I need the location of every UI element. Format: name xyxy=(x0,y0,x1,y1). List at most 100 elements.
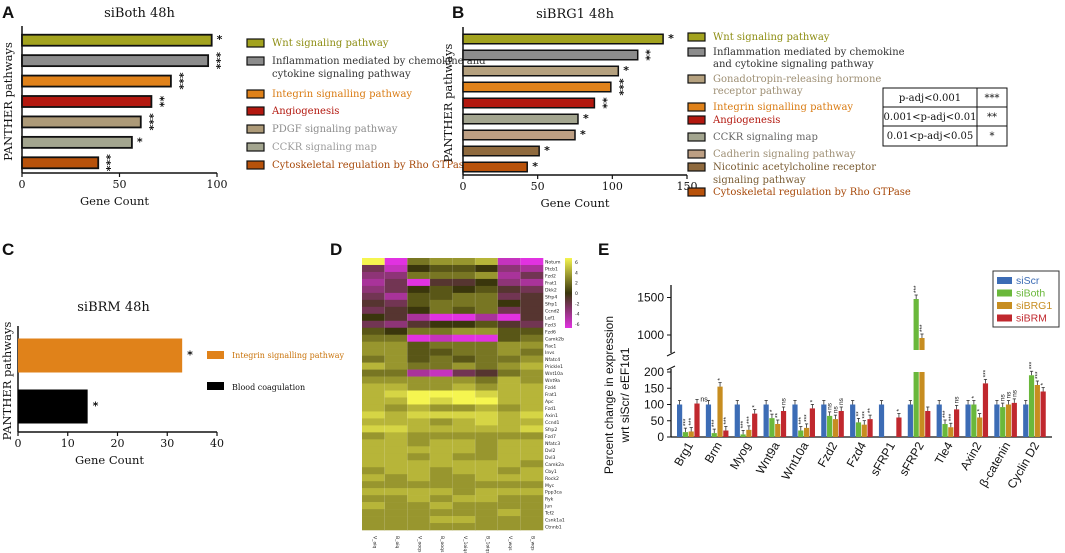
heatmap-cell xyxy=(497,334,521,342)
heatmap-cell xyxy=(362,509,385,517)
legend-entry: PDGF signaling pathway xyxy=(272,124,398,135)
y-tick-label: 0 xyxy=(657,430,664,444)
bar xyxy=(775,424,781,437)
significance-marker: ns xyxy=(1011,389,1018,397)
bar xyxy=(780,411,787,437)
heatmap-cell xyxy=(362,446,385,454)
heatmap-cell xyxy=(384,299,408,308)
heatmap-cell xyxy=(362,495,385,503)
heatmap-cell xyxy=(452,474,476,482)
x-tick-label: Axin2 xyxy=(957,439,984,472)
legend-swatch xyxy=(687,47,706,57)
panel-d-heatmap: NotumPtcb1Fzd2Frat1Dkk2Sfrp4Sfrp1Ccnd2Le… xyxy=(362,258,580,553)
significance-marker: * xyxy=(93,400,99,413)
heatmap-cell xyxy=(520,411,544,419)
heatmap-cell xyxy=(407,467,431,475)
heatmap-cell xyxy=(520,348,544,356)
bar xyxy=(948,427,954,437)
bar xyxy=(1005,404,1012,437)
heatmap-row-label: Lef1 xyxy=(545,315,555,321)
legend-entry: siScr xyxy=(1016,275,1040,287)
heatmap-cell xyxy=(429,299,453,308)
heatmap-cell xyxy=(362,502,385,510)
significance-marker: *** xyxy=(143,113,156,131)
heatmap-cell xyxy=(362,334,385,342)
heatmap-cell xyxy=(452,523,476,531)
x-tick-label: 0 xyxy=(19,178,26,191)
heatmap-cell xyxy=(407,264,431,273)
heatmap-cell xyxy=(520,341,544,349)
heatmap-cell xyxy=(384,418,408,426)
heatmap-cell xyxy=(452,432,476,440)
x-tick-label: Tle4 xyxy=(932,439,956,466)
bar xyxy=(942,424,948,437)
heatmap-cell xyxy=(362,320,385,329)
bar xyxy=(971,404,977,437)
significance-marker: * xyxy=(623,64,629,77)
heatmap-cell xyxy=(384,495,408,503)
heatmap-cell xyxy=(384,411,408,419)
heatmap-cell xyxy=(407,390,431,398)
heatmap-cell xyxy=(429,509,453,517)
heatmap-cell xyxy=(407,369,431,377)
bar xyxy=(21,135,133,149)
bar xyxy=(855,422,862,437)
heatmap-cell xyxy=(475,516,499,524)
heatmap-cell xyxy=(362,432,385,440)
heatmap-cell xyxy=(452,264,476,273)
heatmap-cell xyxy=(497,278,521,287)
heatmap-cell xyxy=(429,460,453,468)
heatmap-row-label: Dvl3 xyxy=(545,455,556,461)
legend-entry: Gonadotropin-releasing hormone xyxy=(713,74,881,85)
y-axis-label: PANTHER pathways xyxy=(1,42,15,161)
heatmap-cell xyxy=(429,523,453,531)
significance-marker: ** xyxy=(153,96,166,108)
significance-marker: * xyxy=(668,32,674,45)
heatmap-cell xyxy=(475,292,499,301)
bar xyxy=(746,429,752,437)
heatmap-cell xyxy=(475,320,499,329)
significance-marker: *** xyxy=(919,324,926,332)
heatmap-cell xyxy=(497,446,521,454)
bar xyxy=(798,430,804,437)
bar xyxy=(763,404,769,437)
significance-marker: * xyxy=(752,405,759,408)
significance-marker: * xyxy=(217,33,223,46)
bar xyxy=(896,417,902,437)
heatmap-cell xyxy=(429,446,453,454)
heatmap-cell xyxy=(429,320,453,329)
sig-stars: ** xyxy=(987,112,997,123)
heatmap-cell xyxy=(384,271,408,280)
x-tick-label: 30 xyxy=(160,437,174,450)
heatmap-cell xyxy=(452,306,476,315)
bar xyxy=(677,404,683,437)
heatmap-cell xyxy=(429,404,453,412)
heatmap-cell xyxy=(429,495,453,503)
heatmap-cell xyxy=(497,348,521,356)
heatmap-cell xyxy=(475,467,499,475)
bar xyxy=(982,383,989,437)
significance-marker: * xyxy=(583,112,589,125)
heatmap-cell xyxy=(384,292,408,301)
heatmap-cell xyxy=(429,264,453,273)
heatmap-column-label: B_1oiqs xyxy=(484,536,490,553)
heatmap-cell xyxy=(497,320,521,329)
heatmap-cell xyxy=(497,369,521,377)
heatmap-cell xyxy=(362,264,385,273)
legend-swatch xyxy=(246,38,265,48)
significance-marker: *** xyxy=(1029,361,1036,369)
significance-marker: * xyxy=(977,409,984,412)
heatmap-cell xyxy=(407,460,431,468)
significance-marker: *** xyxy=(746,416,753,424)
sig-label: 0.001<p-adj<0.01 xyxy=(884,112,977,123)
heatmap-cell xyxy=(475,278,499,287)
x-tick-label: 50 xyxy=(113,178,127,191)
heatmap-cell xyxy=(429,313,453,322)
heatmap-cell xyxy=(384,404,408,412)
heatmap-cell xyxy=(452,369,476,377)
heatmap-cell xyxy=(520,418,544,426)
heatmap-cell xyxy=(497,341,521,349)
heatmap-cell xyxy=(497,258,521,266)
heatmap-cell xyxy=(362,348,385,356)
y-tick-label: 150 xyxy=(644,381,664,395)
